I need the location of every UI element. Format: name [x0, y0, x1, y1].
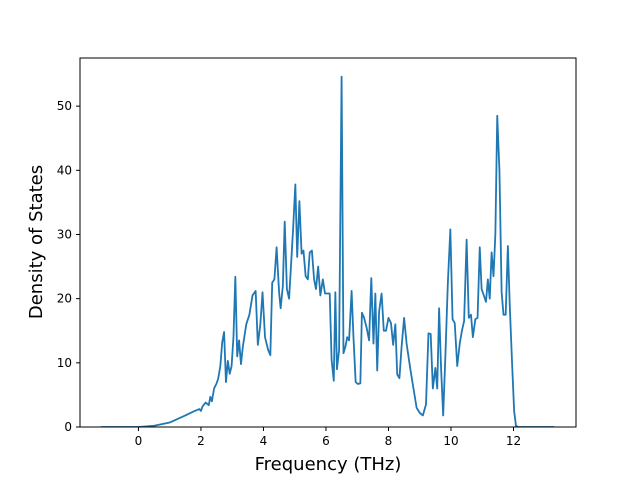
y-tick-label: 30 — [57, 227, 72, 241]
x-tick-label: 2 — [197, 434, 205, 448]
x-tick-label: 10 — [443, 434, 458, 448]
plot-frame — [79, 57, 577, 428]
x-tick-label: 0 — [135, 434, 143, 448]
dos-series-line — [100, 75, 555, 427]
x-tick-label: 12 — [506, 434, 521, 448]
y-tick-label: 50 — [57, 99, 72, 113]
y-axis-label: Density of States — [26, 165, 47, 319]
y-tick-label: 20 — [57, 292, 72, 306]
x-axis-label: Frequency (THz) — [255, 454, 402, 475]
y-tick-label: 40 — [57, 163, 72, 177]
y-tick-label: 0 — [64, 420, 72, 434]
plot-area: 0 2 4 6 8 10 12 0 10 20 30 40 50 — [57, 57, 577, 448]
y-tick-label: 10 — [57, 356, 72, 370]
x-tick-label: 4 — [260, 434, 268, 448]
x-tick-label: 6 — [322, 434, 330, 448]
x-tick-label: 8 — [385, 434, 393, 448]
